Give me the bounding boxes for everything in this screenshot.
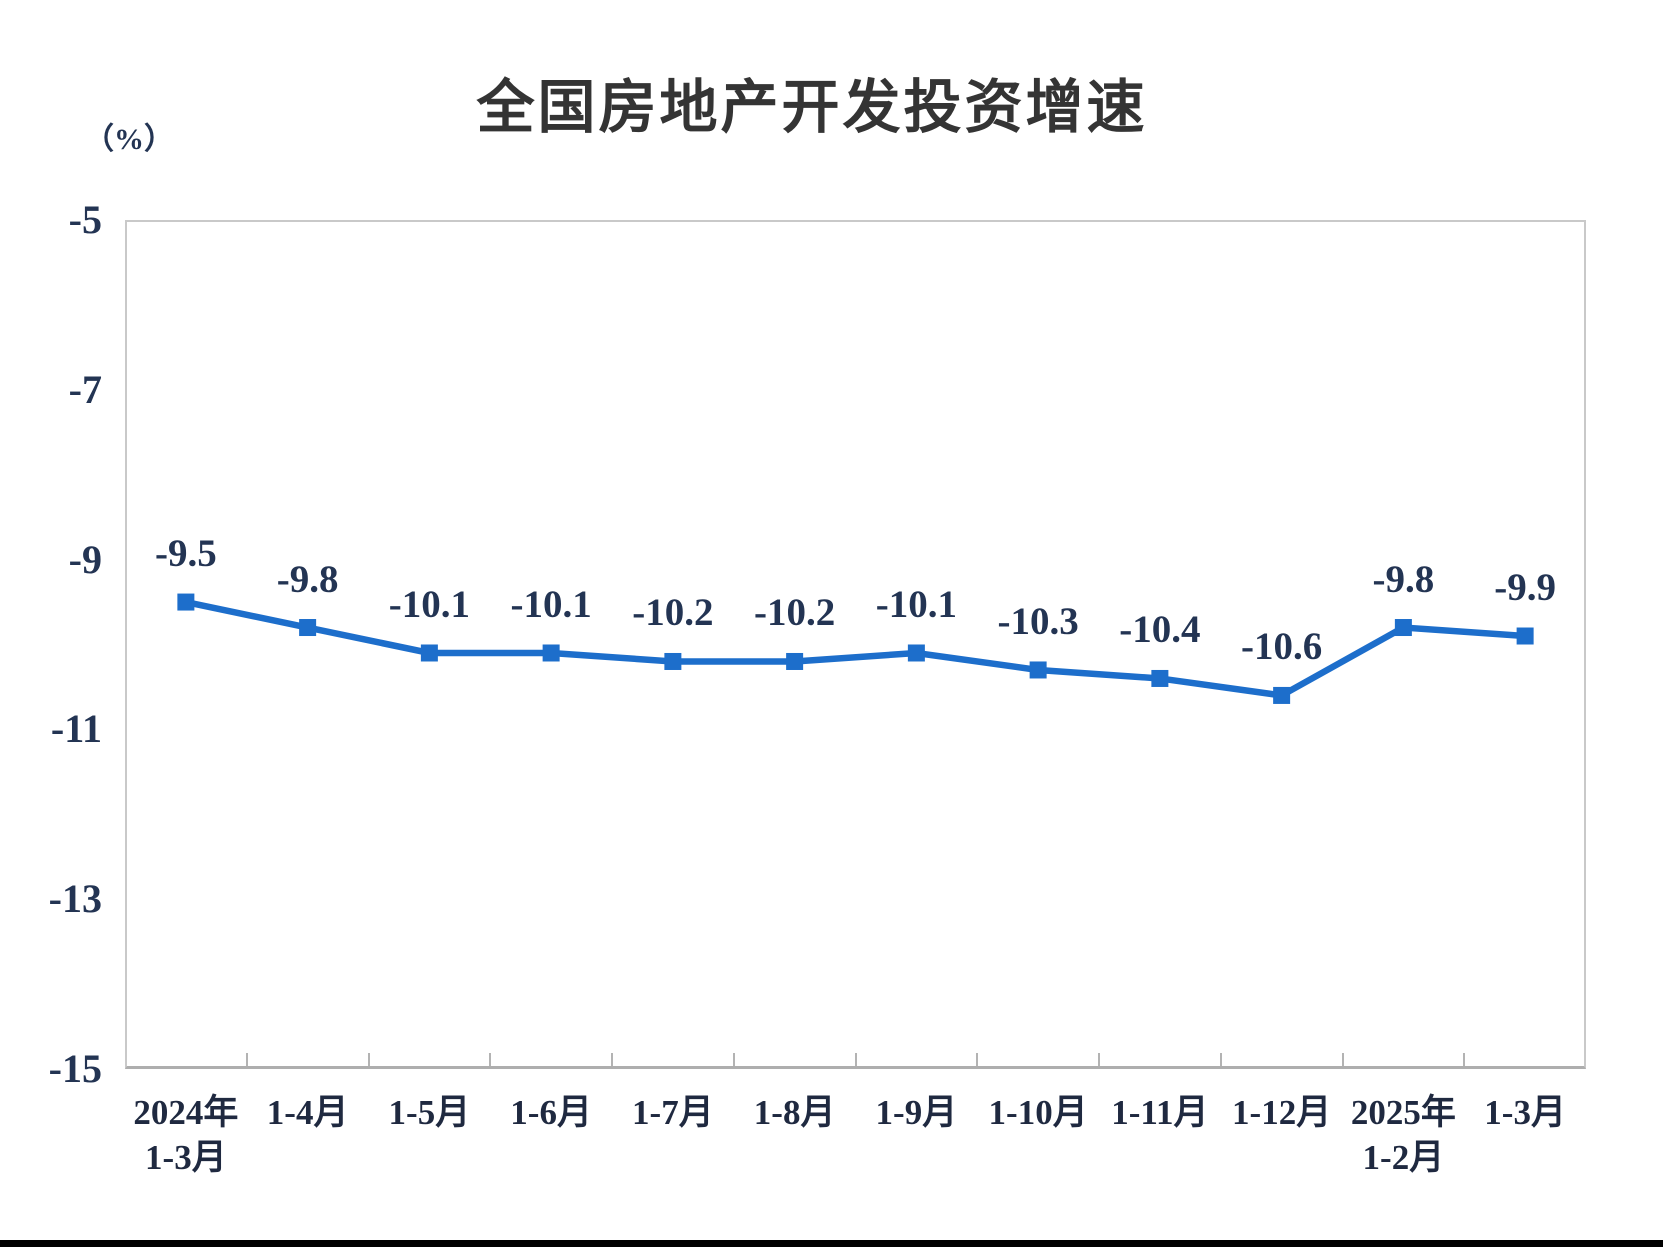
plot-area (125, 220, 1586, 1069)
data-point-label: -9.8 (276, 557, 339, 601)
data-point-marker (1151, 669, 1169, 687)
chart-title: 全国房地产开发投资增速 (476, 75, 1148, 140)
data-point-label: -10.1 (388, 582, 470, 626)
x-axis-category-line: 1-7月 (632, 1093, 714, 1132)
x-axis-category-line: 1-12月 (1232, 1093, 1332, 1132)
x-axis-category-label: 1-7月 (583, 1090, 763, 1135)
x-axis-tick (367, 1053, 370, 1066)
data-point-marker (1516, 627, 1534, 645)
data-point-label: -10.4 (1119, 608, 1201, 652)
data-point-marker (420, 644, 438, 662)
x-axis-tick (245, 1053, 248, 1066)
line-series (177, 593, 1534, 704)
x-axis-category-line: 1-5月 (388, 1093, 471, 1132)
y-axis-tick-label: -7 (68, 366, 102, 412)
data-point-label: -10.1 (875, 582, 957, 626)
x-axis-tick (854, 1053, 857, 1066)
data-point-marker (177, 593, 195, 611)
data-point-label: -10.6 (1241, 625, 1323, 669)
data-point-marker (1029, 661, 1047, 679)
data-point-label: -10.3 (997, 599, 1079, 643)
x-axis-category-label: 1-11月 (1070, 1090, 1250, 1135)
x-axis-category-line: 1-11月 (1111, 1093, 1209, 1132)
data-point-marker (664, 652, 682, 670)
x-axis-category-label: 1-9月 (826, 1090, 1006, 1135)
x-axis-category-label: 1-12月 (1192, 1090, 1372, 1135)
x-axis-tick (1219, 1053, 1222, 1066)
x-axis-category-line: 1-2月 (1362, 1138, 1445, 1177)
x-axis-category-label: 1-10月 (948, 1090, 1128, 1135)
x-axis-tick (489, 1053, 492, 1066)
y-axis-tick-label: -11 (50, 706, 102, 752)
y-axis-tick-label: -5 (68, 197, 102, 242)
data-point-marker (299, 619, 317, 637)
data-point-marker (907, 644, 925, 662)
x-axis-tick (976, 1053, 979, 1066)
data-point-marker (1394, 619, 1412, 637)
y-axis-tick-label: -9 (68, 536, 102, 582)
x-axis-tick (732, 1053, 735, 1066)
x-axis-category-label: 1-6月 (461, 1090, 641, 1135)
x-axis-category-line: 1-3月 (1484, 1093, 1566, 1132)
x-axis-category-line: 2025年 (1350, 1093, 1456, 1132)
series-line (185, 598, 1526, 699)
data-point-marker (1273, 686, 1291, 704)
x-axis-tick (1463, 1053, 1466, 1066)
x-axis-category-label: 1-3月 (1435, 1090, 1615, 1135)
data-point-marker (786, 652, 804, 670)
x-axis-tick (1098, 1053, 1100, 1066)
x-axis-category-line: 1-9月 (875, 1093, 958, 1132)
x-axis-category-label: 2025年 1-2月 (1313, 1090, 1493, 1180)
x-axis-category-line: 1-3月 (145, 1138, 227, 1177)
data-point-label: -10.2 (632, 591, 714, 635)
x-axis-category-label: 1-4月 (218, 1090, 398, 1135)
y-axis-unit-label: （%） (84, 123, 174, 156)
bottom-bar (0, 1240, 1663, 1247)
y-axis-tick-label: -13 (48, 876, 102, 922)
x-axis-category-label: 1-8月 (705, 1090, 885, 1135)
x-axis-category-label: 2024年 1-3月 (96, 1090, 276, 1180)
x-axis-category-line: 1-4月 (266, 1093, 349, 1132)
x-axis-category-line: 1-8月 (753, 1093, 836, 1132)
data-point-label: -9.5 (155, 532, 217, 576)
data-point-label: -10.2 (754, 591, 836, 635)
x-axis-category-line: 1-10月 (988, 1093, 1088, 1132)
data-point-label: -10.1 (510, 582, 592, 626)
data-point-label: -9.8 (1372, 557, 1435, 601)
y-axis-tick-label: -15 (48, 1046, 102, 1091)
x-axis-tick (1341, 1053, 1344, 1066)
x-axis-category-line: 1-6月 (510, 1093, 592, 1132)
data-point-label: -9.9 (1494, 566, 1556, 609)
x-axis-category-label: 1-5月 (339, 1090, 519, 1135)
data-point-marker (542, 644, 560, 662)
x-axis-tick (611, 1053, 613, 1066)
x-axis-category-line: 2024年 (133, 1093, 239, 1132)
